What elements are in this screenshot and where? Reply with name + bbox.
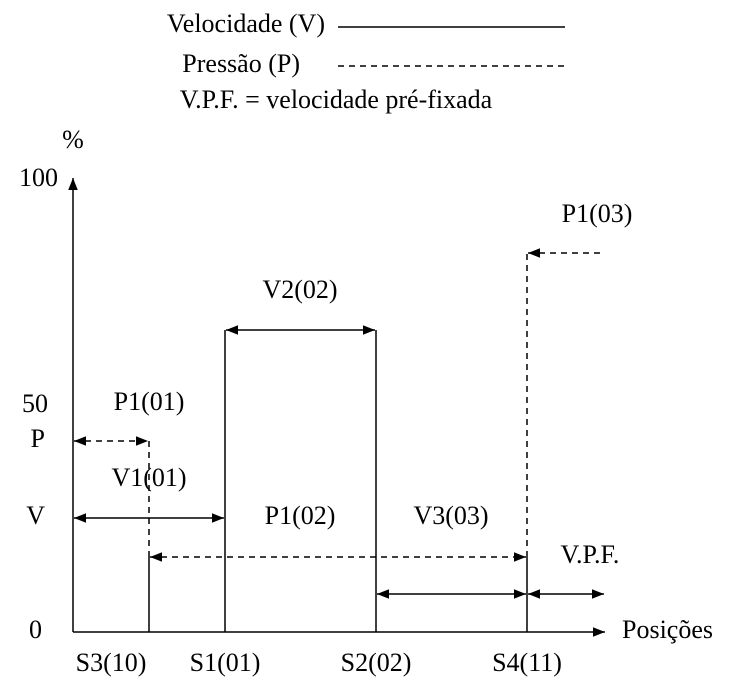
y-top: 100	[19, 163, 58, 192]
position-label: S4(11)	[492, 648, 562, 677]
segment-label: P1(02)	[265, 501, 336, 530]
position-label: S2(02)	[341, 648, 412, 677]
y-v: V	[26, 501, 45, 530]
legend-note: V.P.F. = velocidade pré-fixada	[180, 85, 493, 114]
legend-pressure: Pressão (P)	[182, 49, 300, 78]
y-zero: 0	[29, 615, 42, 644]
segment-label: V1(01)	[111, 463, 186, 492]
y-mid: 50	[22, 389, 48, 418]
position-label: S3(10)	[76, 648, 147, 677]
y-p: P	[31, 424, 45, 453]
segment-label: V3(03)	[413, 501, 488, 530]
segment-label: V.P.F.	[561, 540, 620, 569]
segment-label: P1(01)	[114, 387, 185, 416]
segment-label: V2(02)	[262, 275, 337, 304]
position-label: S1(01)	[190, 648, 261, 677]
legend-velocity: Velocidade (V)	[167, 9, 325, 38]
y-unit: %	[62, 125, 84, 154]
segment-label: P1(03)	[562, 199, 633, 228]
x-label: Posições	[622, 615, 713, 644]
